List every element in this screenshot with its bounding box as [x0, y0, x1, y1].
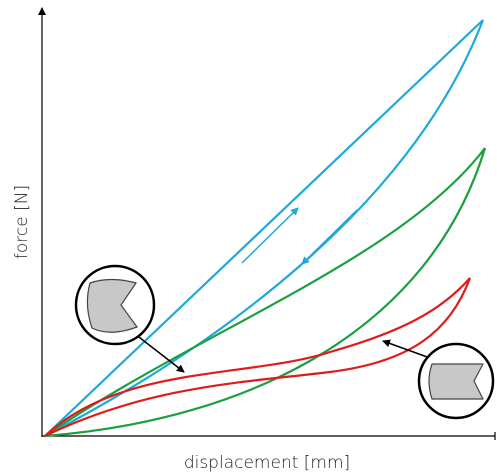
blue-loading: [45, 20, 483, 436]
diagram: force [N] displacement [mm]: [0, 0, 497, 476]
load-arrow: [242, 208, 298, 263]
inset-shape: [429, 364, 483, 399]
y-axis-label: force [N]: [12, 185, 32, 259]
x-axis-label: displacement [mm]: [184, 453, 350, 473]
unload-arrow: [302, 210, 357, 264]
pointer: [383, 341, 430, 358]
